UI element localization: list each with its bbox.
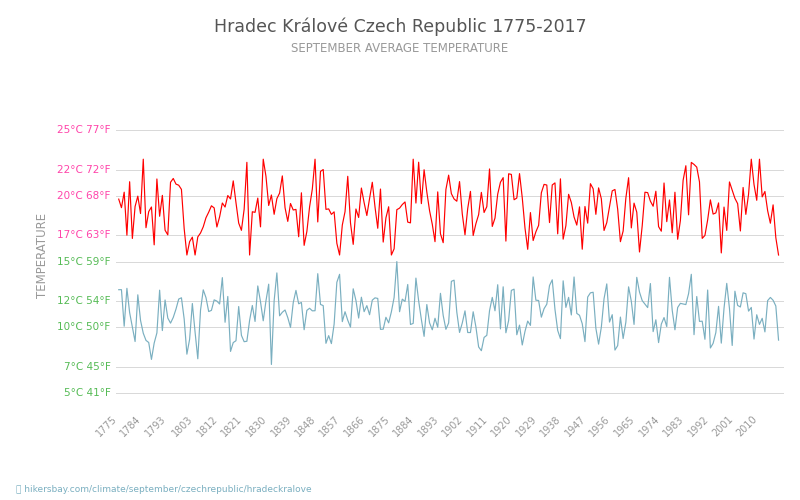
Text: 7°C 45°F: 7°C 45°F <box>64 362 110 372</box>
Text: 20°C 68°F: 20°C 68°F <box>58 191 110 201</box>
Text: 25°C 77°F: 25°C 77°F <box>57 126 110 136</box>
Text: TEMPERATURE: TEMPERATURE <box>36 212 49 298</box>
Text: 5°C 41°F: 5°C 41°F <box>64 388 110 398</box>
Text: SEPTEMBER AVERAGE TEMPERATURE: SEPTEMBER AVERAGE TEMPERATURE <box>291 42 509 56</box>
Text: ⓘ hikersbay.com/climate/september/czechrepublic/hradeckralove: ⓘ hikersbay.com/climate/september/czechr… <box>16 484 312 494</box>
Text: 17°C 63°F: 17°C 63°F <box>57 230 110 240</box>
Text: 12°C 54°F: 12°C 54°F <box>57 296 110 306</box>
Text: Hradec Králové Czech Republic 1775-2017: Hradec Králové Czech Republic 1775-2017 <box>214 18 586 36</box>
Text: 15°C 59°F: 15°C 59°F <box>57 256 110 266</box>
Text: 10°C 50°F: 10°C 50°F <box>58 322 110 332</box>
Text: 22°C 72°F: 22°C 72°F <box>57 164 110 174</box>
